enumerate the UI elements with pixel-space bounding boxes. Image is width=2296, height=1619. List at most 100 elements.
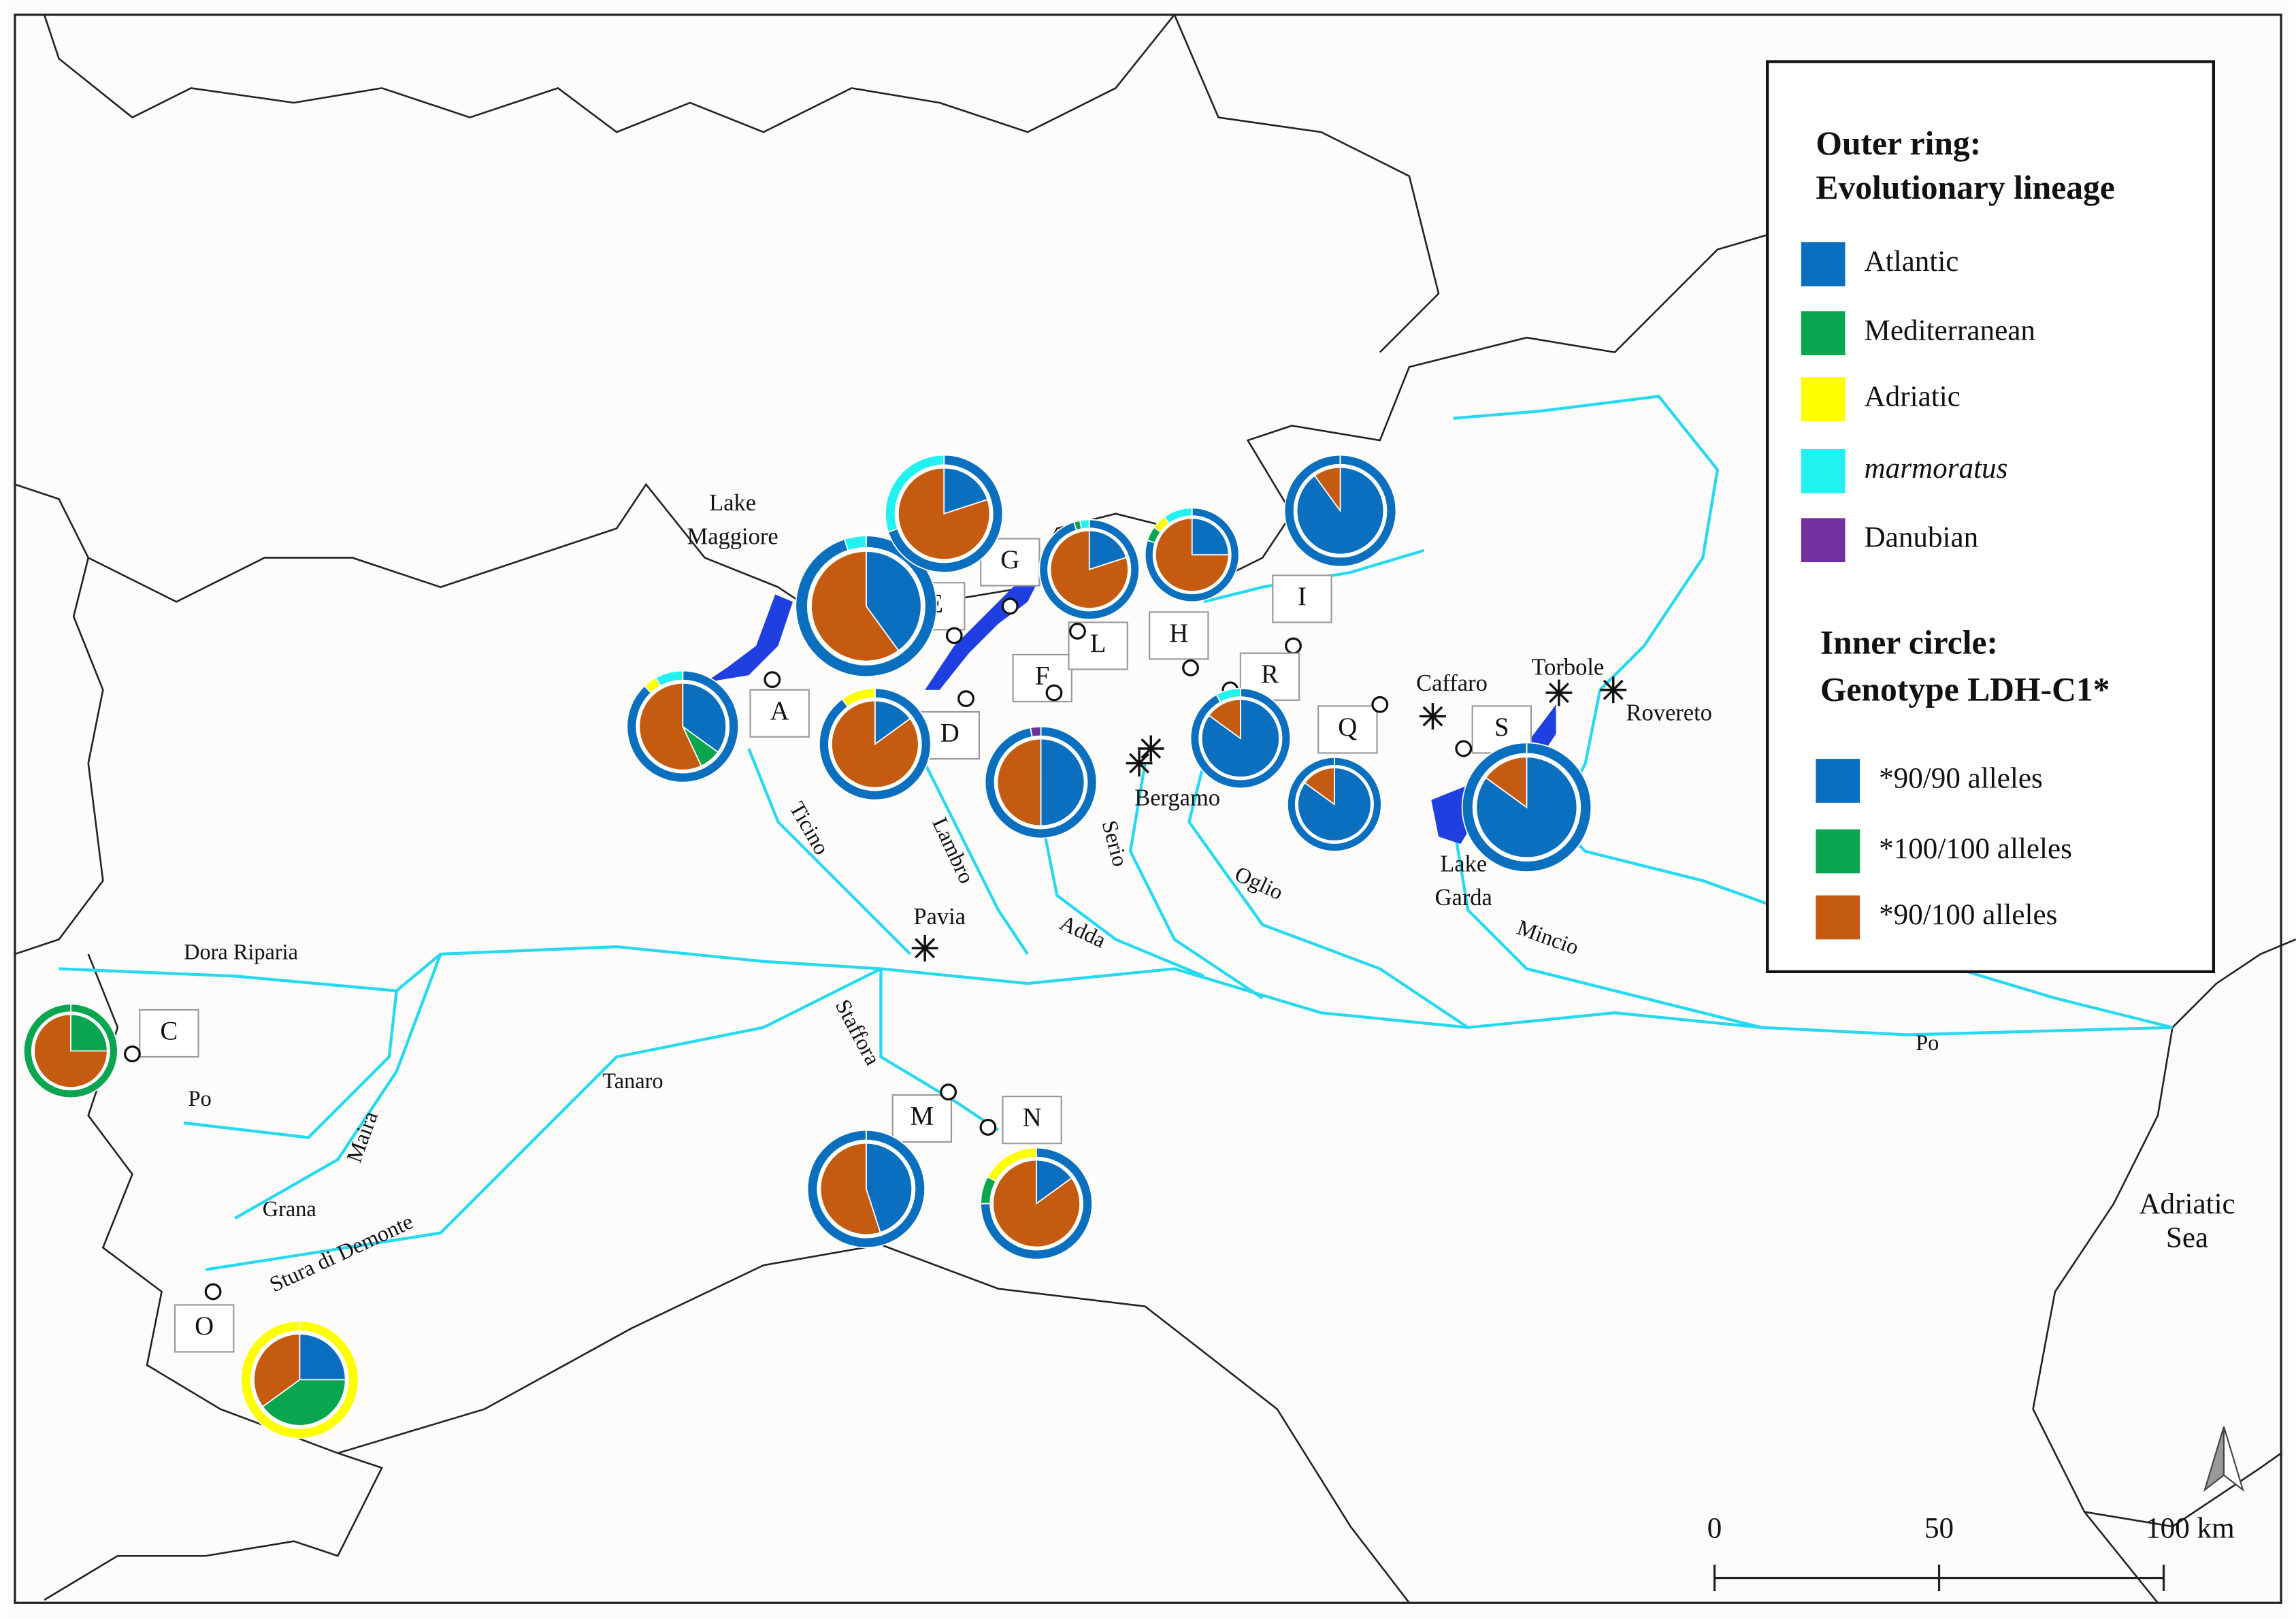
city-marker bbox=[1545, 679, 1573, 706]
city-marker-stroke bbox=[1422, 706, 1443, 727]
river bbox=[1453, 395, 1720, 823]
site-marker bbox=[124, 1045, 141, 1063]
legend-title: Genotype LDH-C1* bbox=[1820, 670, 2110, 708]
site-marker bbox=[1069, 623, 1086, 640]
north-arrow bbox=[2203, 1426, 2245, 1492]
pie-slice bbox=[1304, 767, 1335, 806]
site-box bbox=[1272, 574, 1332, 623]
place-label: Lake bbox=[709, 490, 756, 516]
site-label: S bbox=[1494, 713, 1509, 742]
legend-swatch bbox=[1816, 829, 1860, 874]
border bbox=[43, 14, 1175, 133]
pie-slice bbox=[866, 551, 922, 652]
site-label: G bbox=[1000, 545, 1019, 574]
place-label: Torbole bbox=[1531, 654, 1604, 680]
site-box bbox=[174, 1304, 235, 1353]
legend-label: *90/90 alleles bbox=[1879, 762, 2043, 794]
place-label: Sea bbox=[2166, 1222, 2208, 1254]
river-po bbox=[59, 945, 2173, 1036]
site-marker bbox=[1371, 696, 1389, 713]
pie-slice bbox=[253, 1333, 301, 1408]
place-label: Rovereto bbox=[1626, 700, 1711, 725]
site-label: L bbox=[1090, 629, 1106, 658]
pie-slice bbox=[943, 467, 989, 515]
pie-slice bbox=[1036, 1159, 1073, 1205]
site-marker bbox=[1285, 637, 1302, 655]
site-label: F bbox=[1035, 661, 1050, 690]
site-label: Q bbox=[1338, 713, 1357, 742]
scale-label: 100 km bbox=[2146, 1512, 2235, 1544]
pie-slice bbox=[810, 551, 900, 662]
city-marker bbox=[1126, 750, 1153, 776]
legend-swatch bbox=[1801, 242, 1846, 287]
border bbox=[1026, 233, 1768, 588]
pie-slice bbox=[1088, 529, 1128, 571]
legend-label: Adriatic bbox=[1865, 381, 1961, 413]
river bbox=[1187, 704, 1469, 1029]
site-marker bbox=[1045, 684, 1063, 702]
pie-slice bbox=[866, 1142, 913, 1234]
coast bbox=[44, 1452, 383, 1601]
pie-slice bbox=[1040, 738, 1085, 827]
pie-slice bbox=[1313, 466, 1341, 513]
pie-slice bbox=[261, 1379, 346, 1426]
place-label: Pavia bbox=[913, 904, 966, 930]
borders bbox=[14, 14, 2296, 1454]
river-label: Tanaro bbox=[602, 1068, 663, 1093]
pie-slice bbox=[682, 682, 727, 753]
site-label: C bbox=[160, 1016, 178, 1045]
place-label: Adriatic bbox=[2139, 1188, 2235, 1220]
river bbox=[205, 967, 882, 1271]
river bbox=[879, 968, 1000, 1132]
pie-slice bbox=[1049, 529, 1129, 609]
river-label: Grana bbox=[263, 1196, 316, 1221]
legend-title: Inner circle: bbox=[1820, 623, 1998, 661]
site-box bbox=[1149, 611, 1209, 660]
place-label: Lake bbox=[1440, 851, 1487, 877]
site-marker bbox=[979, 1119, 997, 1136]
legend-label: Danubian bbox=[1865, 522, 1979, 554]
pie-slice bbox=[898, 467, 991, 561]
legend-label: *100/100 alleles bbox=[1879, 833, 2072, 865]
river-label: Po bbox=[1916, 1030, 1939, 1055]
lake-maggiore bbox=[704, 594, 793, 683]
pie-slice bbox=[1208, 698, 1241, 740]
site-box bbox=[891, 1094, 953, 1143]
place-label: Maggiore bbox=[687, 523, 778, 549]
pie-slice bbox=[831, 700, 919, 789]
site-label: H bbox=[1169, 619, 1188, 648]
coast bbox=[338, 1243, 1410, 1604]
pie-slice bbox=[1296, 466, 1385, 555]
legend-label: *90/100 alleles bbox=[1879, 899, 2057, 931]
river bbox=[1128, 763, 1264, 1000]
city-marker-stroke bbox=[1603, 679, 1624, 700]
city-marker-stroke bbox=[1129, 753, 1150, 774]
border bbox=[1173, 14, 1440, 353]
coastline bbox=[44, 1027, 2282, 1604]
frame bbox=[14, 13, 2282, 1604]
site-marker bbox=[1001, 598, 1019, 615]
site-marker bbox=[940, 1083, 957, 1101]
site-label: N bbox=[1023, 1103, 1042, 1132]
pie-slice bbox=[33, 1013, 108, 1088]
legend-label: Atlantic bbox=[1865, 246, 1959, 278]
pie-slice bbox=[874, 700, 911, 746]
legend-swatch bbox=[1816, 759, 1860, 803]
city-marker bbox=[911, 934, 938, 962]
river-label: Dora Riparia bbox=[184, 939, 298, 964]
legend-swatch bbox=[1801, 448, 1846, 493]
pie-slice bbox=[638, 682, 702, 771]
legend-swatch bbox=[1801, 518, 1846, 563]
site-marker bbox=[1182, 659, 1199, 676]
pie-slice bbox=[1485, 756, 1528, 808]
site-label: I bbox=[1298, 582, 1307, 611]
site-marker bbox=[957, 690, 974, 708]
border bbox=[14, 483, 104, 955]
pie-slice bbox=[1155, 517, 1230, 592]
coast bbox=[2084, 1452, 2282, 1528]
legend-title: Evolutionary lineage bbox=[1816, 169, 2114, 206]
legend-label: Mediterranean bbox=[1865, 314, 2035, 346]
border bbox=[2171, 938, 2296, 1028]
river bbox=[908, 733, 1029, 955]
